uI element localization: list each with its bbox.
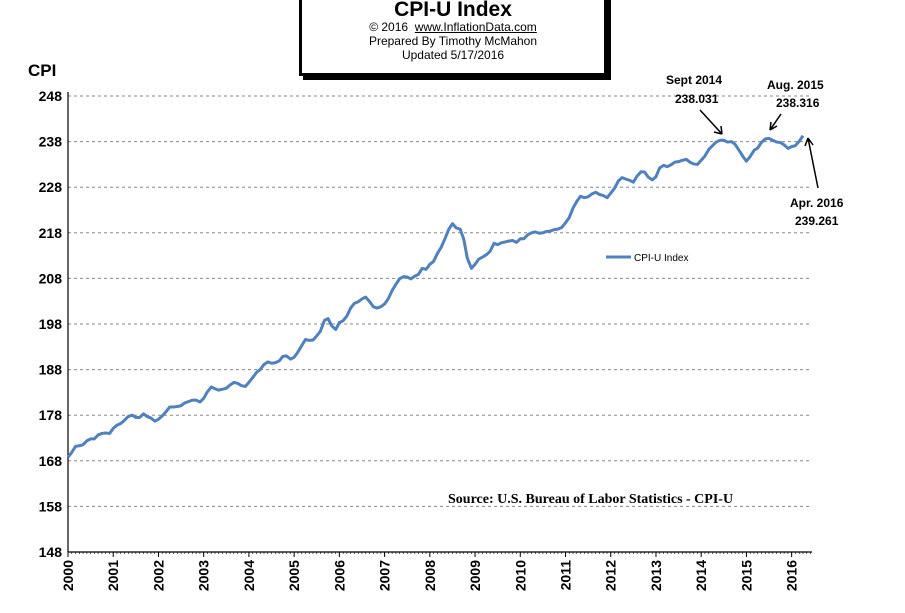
- y-axis-label: CPI: [28, 61, 56, 80]
- y-tick-label: 158: [39, 498, 63, 514]
- copyright-prefix: © 2016: [369, 20, 409, 34]
- x-tick-label: 2001: [105, 560, 121, 591]
- x-tick-label: 2000: [60, 560, 76, 591]
- title-box: CPI-U Index © 2016 www.InflationData.com…: [299, 0, 607, 76]
- x-tick-label: 2012: [603, 560, 619, 591]
- x-tick-label: 2009: [467, 560, 483, 591]
- y-tick-label: 178: [39, 407, 63, 423]
- updated-date: Updated 5/17/2016: [401, 48, 505, 62]
- annotation-arrow: [804, 137, 819, 189]
- x-tick-label: 2004: [241, 560, 257, 591]
- annotation-label: Aug. 2015: [767, 78, 824, 92]
- series-line-cpi-u: [66, 134, 805, 459]
- x-tick-label: 2013: [648, 560, 664, 591]
- site-link[interactable]: www.InflationData.com: [414, 20, 537, 34]
- annotation-arrow: [769, 113, 782, 131]
- legend-label: CPI-U Index: [634, 253, 688, 264]
- x-tick-label: 2005: [286, 560, 302, 591]
- x-tick-label: 2015: [738, 560, 754, 591]
- x-tick-label: 2016: [784, 560, 800, 591]
- annotation-value: 238.316: [776, 96, 820, 110]
- annotations: Sept 2014 238.031 Aug. 2015 238.316 Apr.…: [666, 73, 844, 228]
- y-tick-label: 248: [39, 88, 63, 104]
- y-tick-label: 218: [39, 225, 63, 241]
- y-tick-label: 188: [39, 362, 63, 378]
- axes: [67, 92, 812, 557]
- x-tick-label: 2003: [196, 560, 212, 591]
- annotation-arrow: [699, 109, 723, 135]
- y-tick-label: 198: [39, 316, 63, 332]
- y-tick-label: 228: [39, 179, 63, 195]
- series-layer: [66, 134, 805, 459]
- legend: CPI-U Index: [606, 253, 688, 264]
- x-tick-label: 2014: [693, 560, 709, 591]
- y-tick-label: 148: [39, 544, 63, 560]
- prepared-by: Prepared By Timothy McMahon: [368, 34, 538, 48]
- x-tick-labels: 2000 2001 2002 2003 2004 2005 2006 2007 2008 2009…: [60, 560, 800, 591]
- annotation-value: 238.031: [675, 92, 719, 106]
- x-tick-label: 2008: [422, 560, 438, 591]
- x-tick-label: 2007: [377, 560, 393, 591]
- x-tick-label: 2010: [512, 560, 528, 591]
- y-tick-labels: 148 158 168 178 188 198 208 218 228 238 248: [39, 88, 63, 560]
- y-tick-label: 238: [39, 134, 63, 150]
- x-tick-label: 2011: [558, 560, 574, 591]
- source-note: Source: U.S. Bureau of Labor Statistics …: [448, 492, 733, 507]
- grid-lines: [68, 95, 812, 507]
- x-tick-label: 2006: [331, 560, 347, 591]
- x-tick-label: 2002: [150, 560, 166, 591]
- chart-title: CPI-U Index: [394, 0, 512, 21]
- copyright-line: © 2016 www.InflationData.com: [302, 20, 604, 34]
- annotation-label: Apr. 2016: [790, 196, 844, 210]
- annotation-label: Sept 2014: [666, 73, 722, 87]
- annotation-value: 239.261: [795, 214, 839, 228]
- y-tick-label: 168: [39, 453, 63, 469]
- y-tick-label: 208: [39, 270, 63, 286]
